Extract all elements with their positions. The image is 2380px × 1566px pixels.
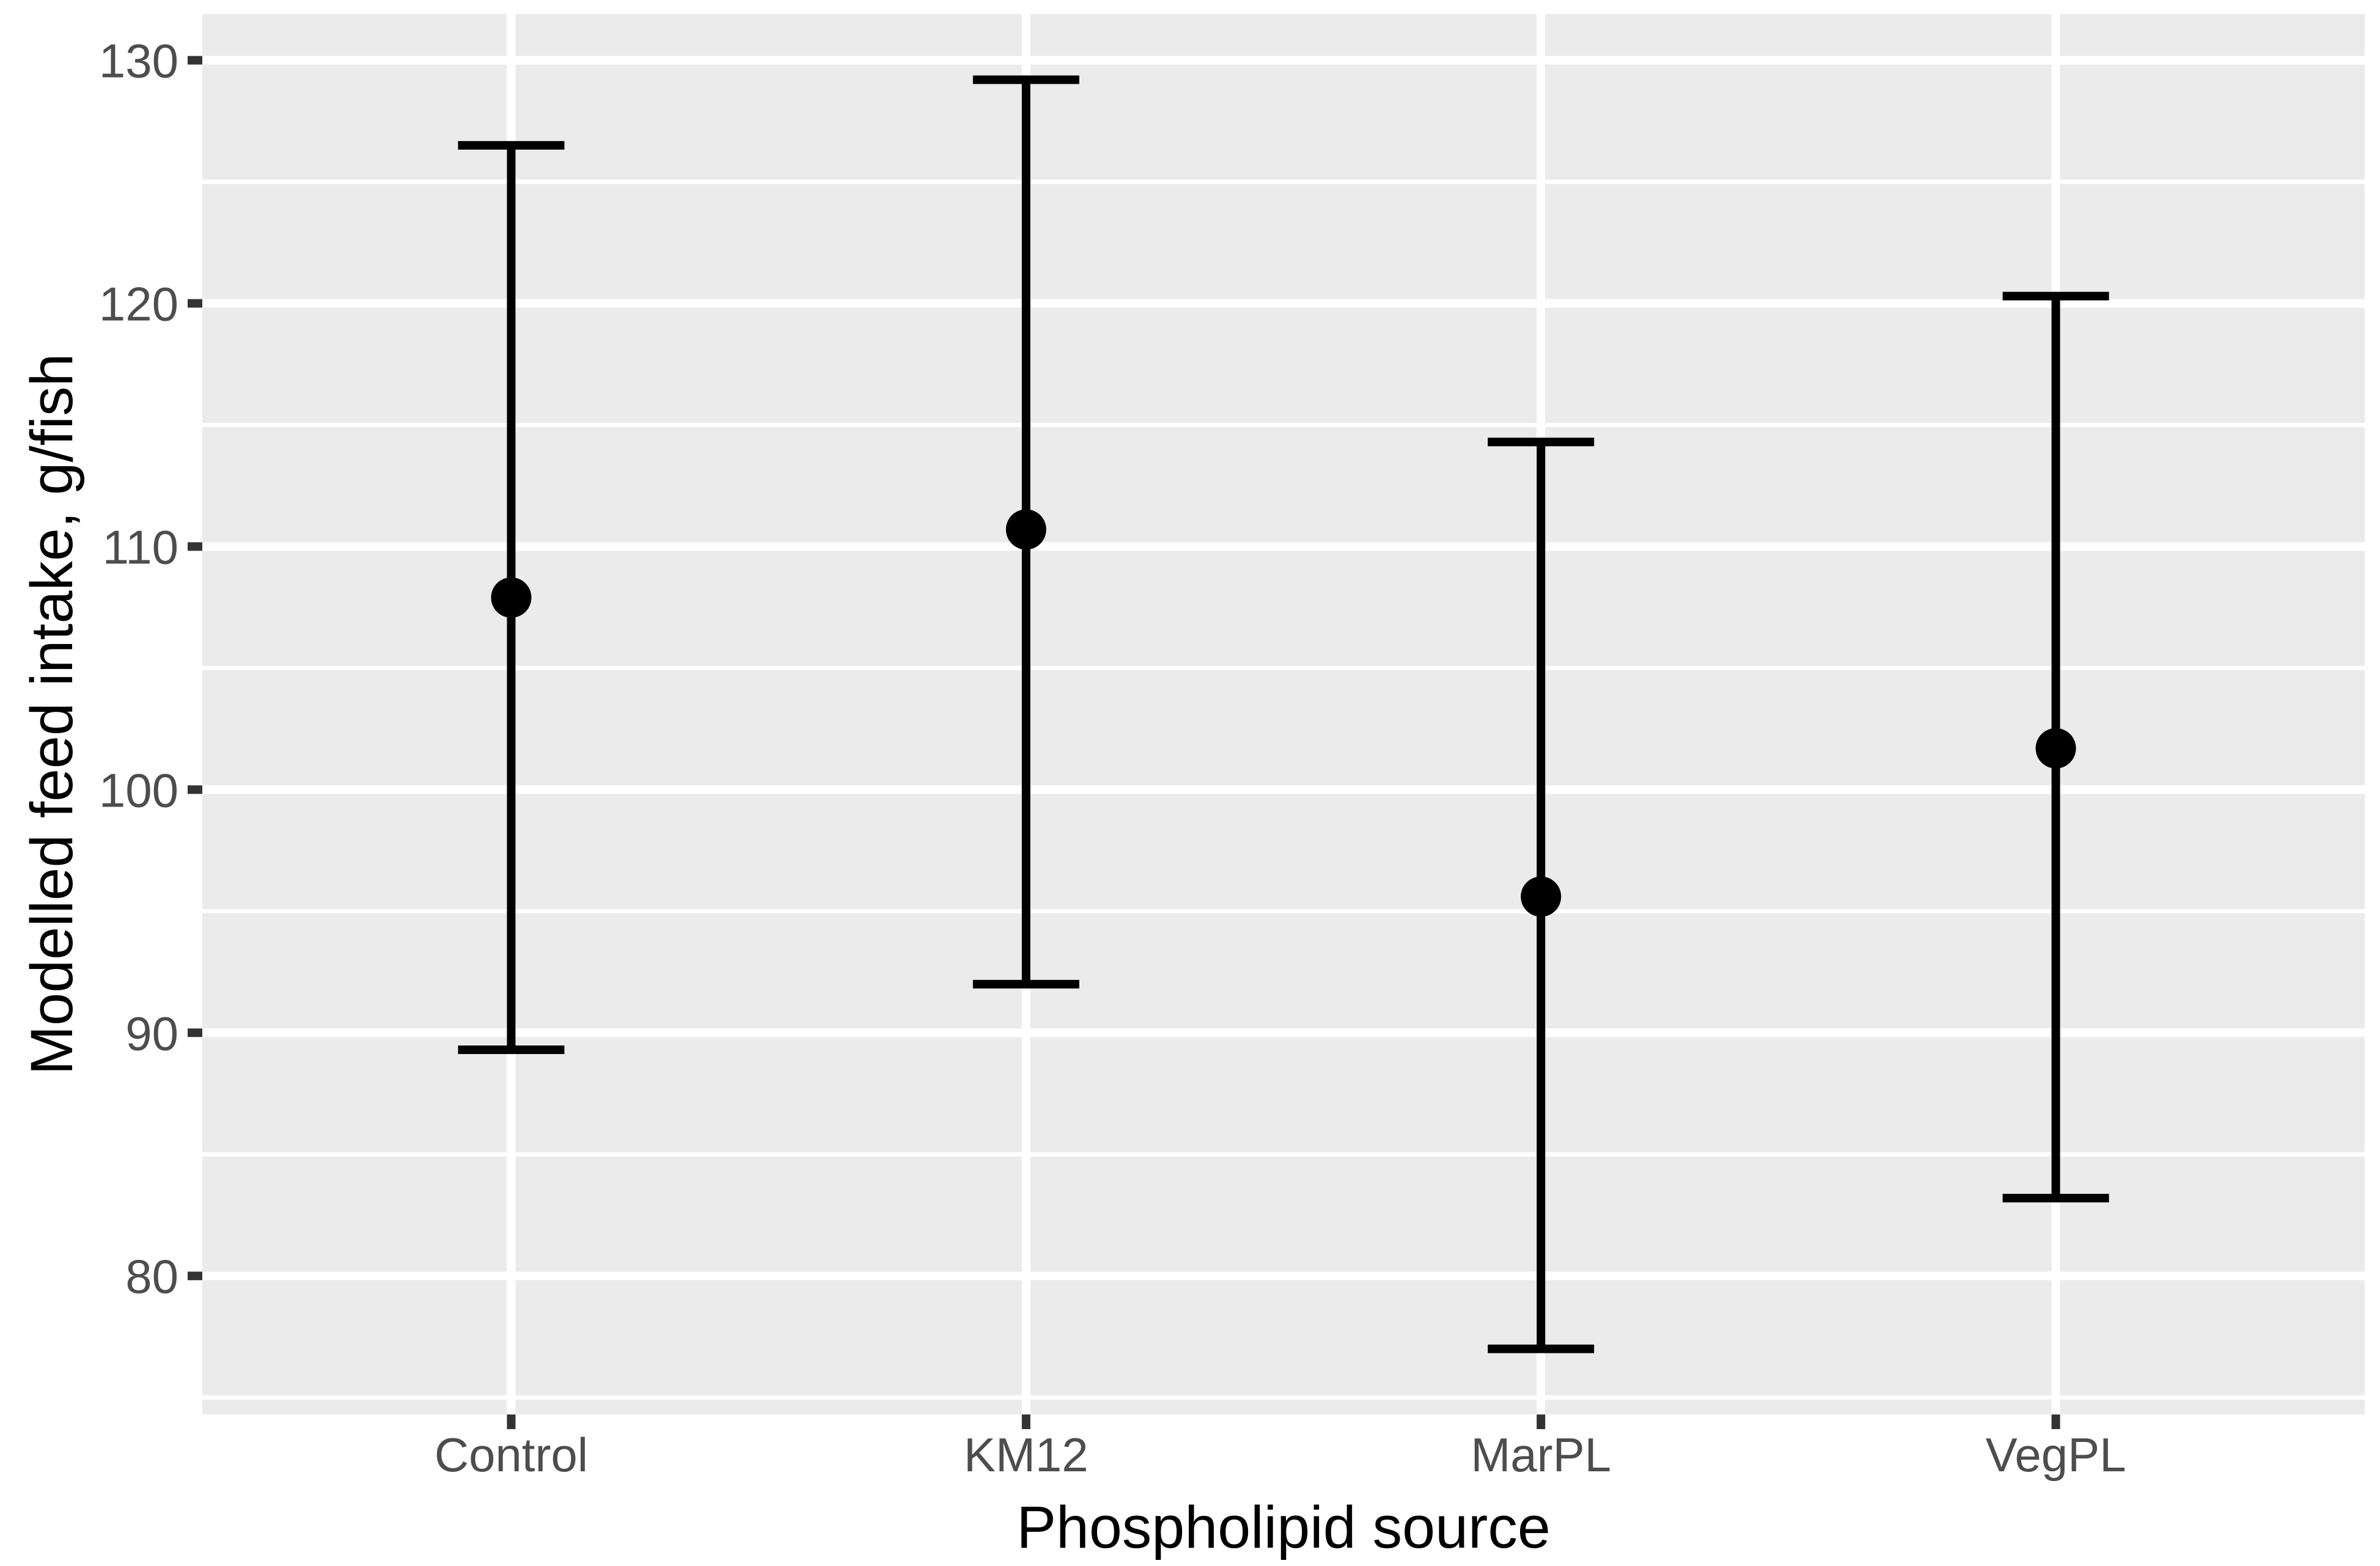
- mean-point-marpl: [1521, 876, 1562, 917]
- mean-point-vegpl: [2035, 728, 2076, 769]
- x-axis-title: Phospholipid source: [1016, 1494, 1551, 1561]
- y-tick-label-130: 130: [99, 34, 178, 88]
- y-tick-label-90: 90: [125, 1006, 178, 1060]
- plot-panel: [202, 14, 2365, 1414]
- x-tick-label-marpl: MarPL: [1471, 1428, 1611, 1482]
- y-tick-label-110: 110: [103, 520, 178, 574]
- x-tick-label-vegpl: VegPL: [1986, 1428, 2126, 1482]
- y-tick-label-100: 100: [99, 763, 178, 817]
- x-tick-label-control: Control: [435, 1428, 588, 1482]
- mean-point-km12: [1005, 509, 1046, 550]
- y-tick-label-120: 120: [99, 277, 178, 331]
- mean-point-control: [491, 577, 532, 618]
- y-tick-label-80: 80: [125, 1250, 178, 1303]
- x-tick-label-km12: KM12: [964, 1428, 1089, 1482]
- y-axis-title: Modelled feed intake, g/fish: [18, 354, 85, 1075]
